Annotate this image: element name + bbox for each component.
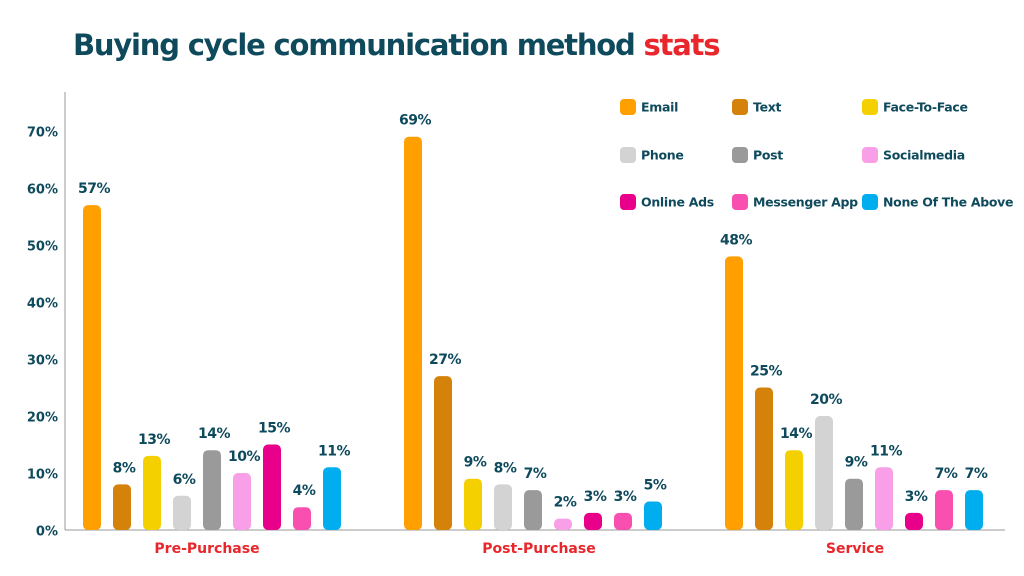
bar-socialmedia [554, 518, 572, 530]
bar-none-of-the-above [965, 490, 983, 530]
title-main: Buying cycle communication method [73, 28, 644, 62]
bar-email [725, 256, 743, 530]
bar-none-of-the-above [323, 467, 341, 530]
data-label: 3% [905, 489, 928, 505]
legend-swatch [732, 147, 748, 163]
data-label: 9% [464, 455, 487, 471]
y-tick-label: 60% [27, 183, 58, 198]
bar-online-ads [263, 444, 281, 530]
legend-swatch [862, 147, 878, 163]
data-label: 57% [78, 181, 110, 197]
bar-email [83, 205, 101, 530]
bar-face-to-face [785, 450, 803, 530]
bar-online-ads [905, 512, 923, 530]
data-label: 8% [113, 460, 136, 476]
bar-face-to-face [464, 478, 482, 530]
legend-label: None Of The Above [883, 195, 1013, 210]
data-label: 27% [429, 352, 461, 368]
bar-phone [815, 416, 833, 530]
data-label: 4% [293, 483, 316, 499]
y-tick-label: 10% [27, 468, 58, 483]
data-label: 15% [258, 421, 290, 437]
data-label: 11% [318, 443, 350, 459]
legend-swatch [732, 194, 748, 210]
data-label: 9% [845, 455, 868, 471]
data-label: 14% [198, 426, 230, 442]
legend-swatch [620, 194, 636, 210]
legend-label: Email [641, 100, 678, 115]
data-label: 8% [494, 460, 517, 476]
y-tick-label: 50% [27, 240, 58, 255]
data-label: 14% [780, 426, 812, 442]
bar-text [113, 484, 131, 530]
data-label: 13% [138, 432, 170, 448]
y-tick-label: 70% [27, 126, 58, 141]
y-tick-label: 0% [36, 525, 58, 540]
legend-label: Phone [641, 148, 684, 163]
data-label: 20% [810, 392, 842, 408]
data-label: 7% [524, 466, 547, 482]
bar-none-of-the-above [644, 501, 662, 530]
data-label: 3% [614, 489, 637, 505]
bar-socialmedia [233, 473, 251, 530]
bar-socialmedia [875, 467, 893, 530]
bar-messenger-app [293, 507, 311, 530]
bar-post [203, 450, 221, 530]
data-label: 7% [965, 466, 988, 482]
data-label: 2% [554, 495, 577, 511]
bar-phone [173, 495, 191, 530]
data-label: 10% [228, 449, 260, 465]
bar-messenger-app [935, 490, 953, 530]
bar-online-ads [584, 512, 602, 530]
legend-swatch [620, 147, 636, 163]
title-accent: stats [643, 28, 720, 62]
data-label: 11% [870, 443, 902, 459]
legend-label: Messenger App [753, 195, 858, 210]
data-label: 25% [750, 364, 782, 380]
data-label: 3% [584, 489, 607, 505]
data-label: 48% [720, 232, 752, 248]
category-label: Service [826, 541, 884, 557]
data-label: 69% [399, 113, 431, 129]
y-tick-label: 20% [27, 411, 58, 426]
y-tick-label: 40% [27, 297, 58, 312]
y-tick-label: 30% [27, 354, 58, 369]
bar-post [524, 490, 542, 530]
legend-label: Face-To-Face [883, 100, 968, 115]
category-label: Pre-Purchase [154, 541, 259, 557]
bar-text [434, 376, 452, 530]
data-label: 6% [173, 472, 196, 488]
category-label: Post-Purchase [482, 541, 595, 557]
bar-text [755, 387, 773, 530]
data-label: 5% [644, 478, 667, 494]
data-label: 7% [935, 466, 958, 482]
legend-label: Text [753, 100, 782, 115]
bar-face-to-face [143, 455, 161, 530]
bar-post [845, 478, 863, 530]
legend-label: Post [753, 148, 783, 163]
legend-label: Socialmedia [883, 148, 965, 163]
legend-label: Online Ads [641, 195, 714, 210]
bar-phone [494, 484, 512, 530]
bar-messenger-app [614, 512, 632, 530]
legend-swatch [620, 99, 636, 115]
bar-email [404, 136, 422, 530]
legend-swatch [732, 99, 748, 115]
legend-swatch [862, 99, 878, 115]
chart-title: Buying cycle communication method stats [73, 28, 720, 62]
legend-swatch [862, 194, 878, 210]
